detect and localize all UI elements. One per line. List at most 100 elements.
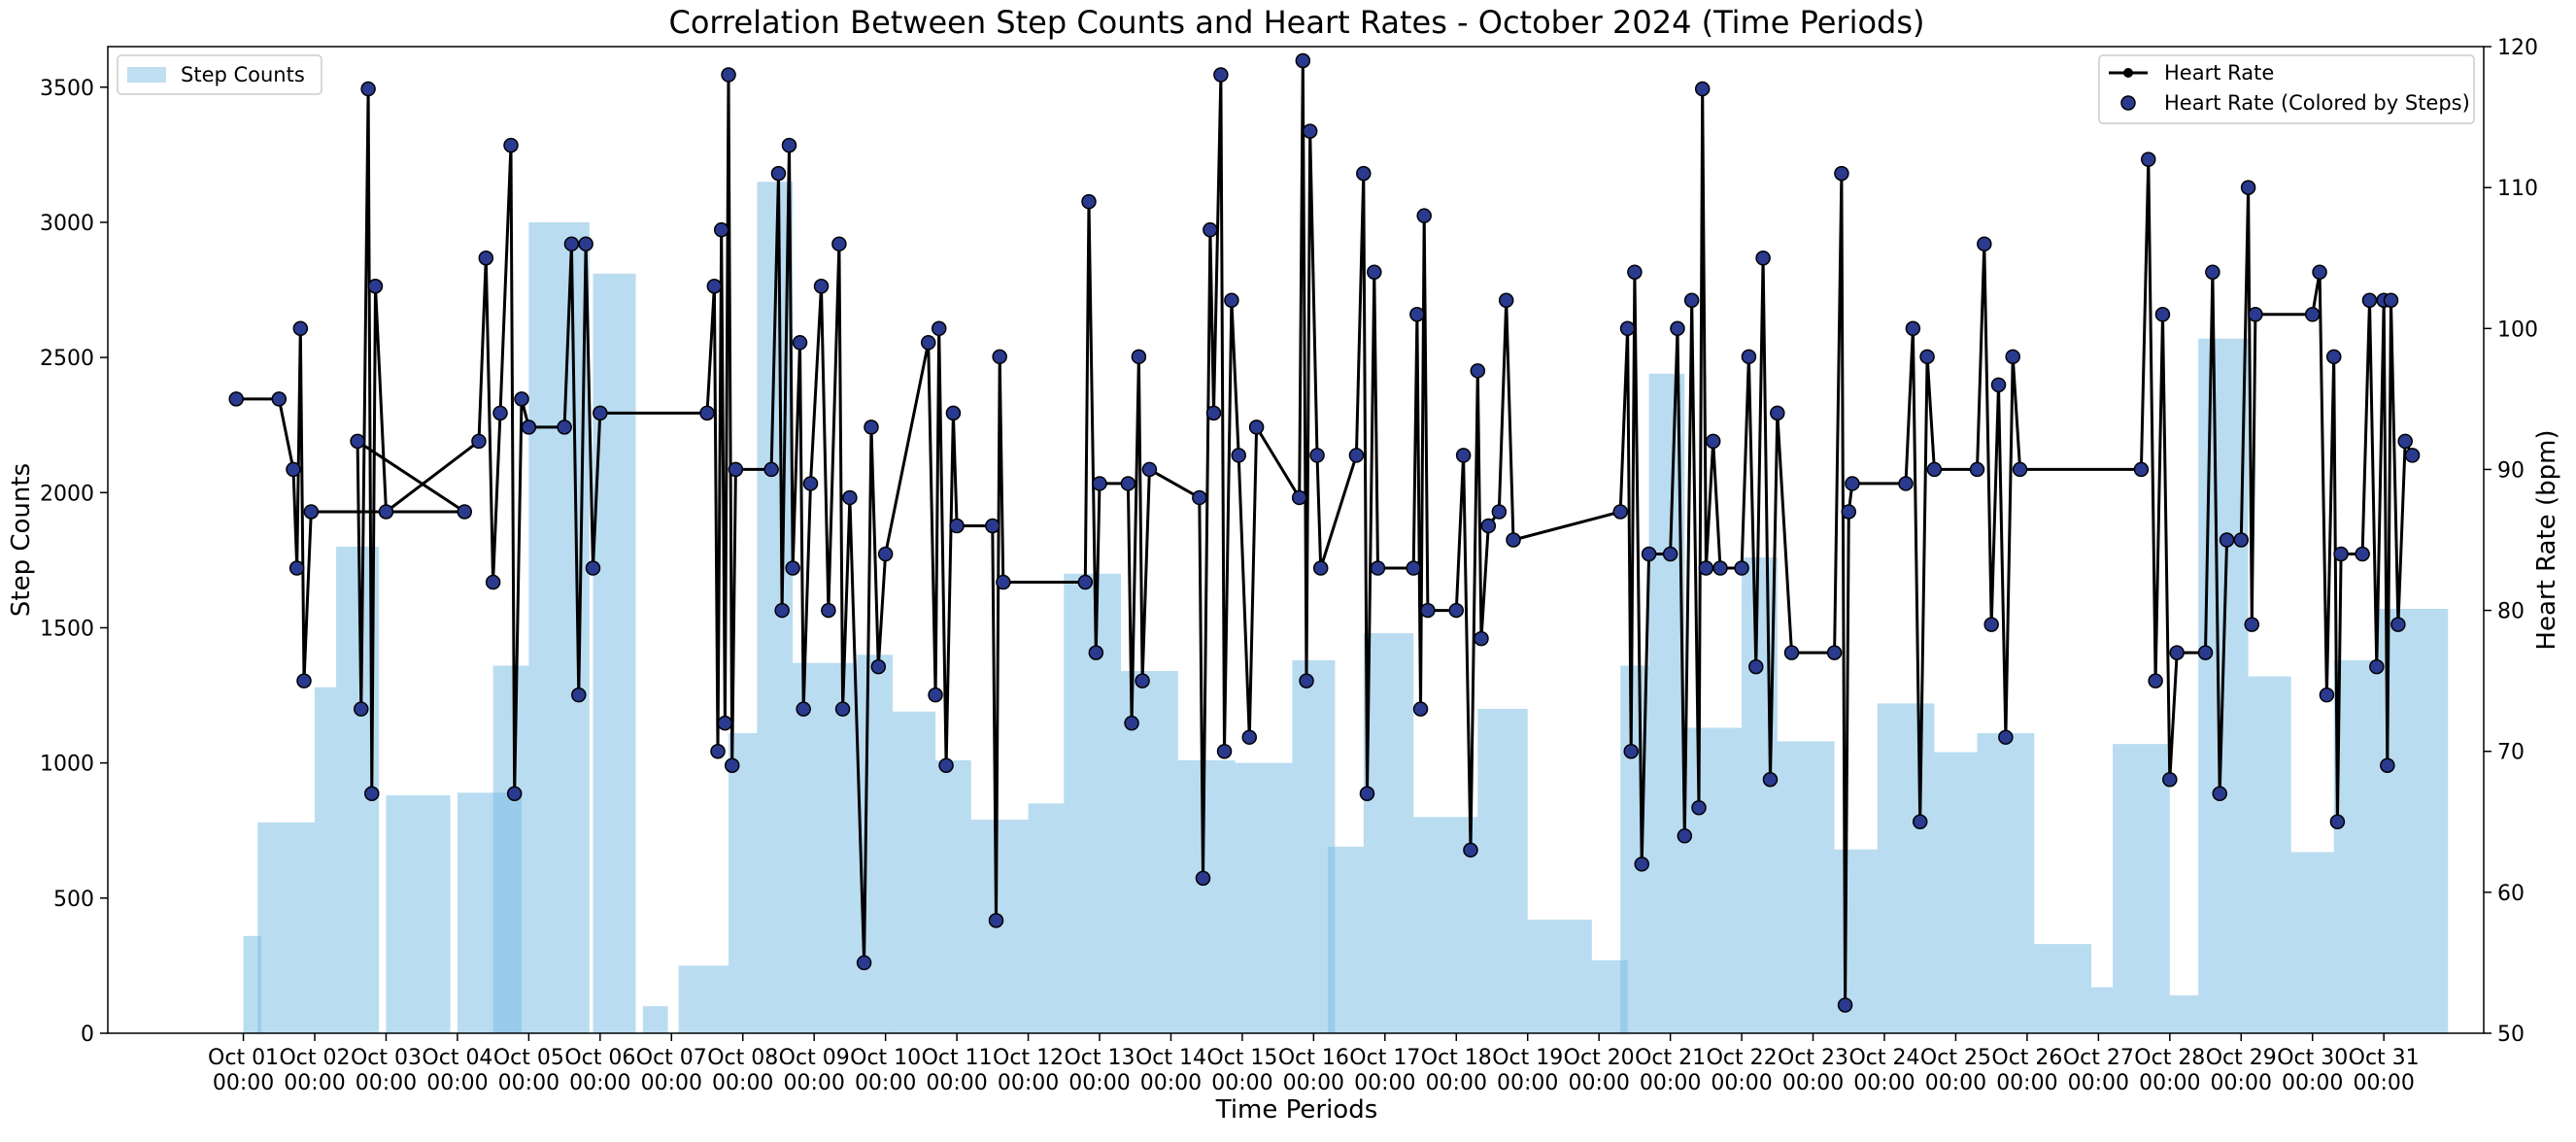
heart-rate-marker xyxy=(1919,349,1935,365)
x-tick-label: Oct 19 00:00 xyxy=(1492,1046,1563,1095)
heart-rate-marker xyxy=(563,236,580,252)
x-tick-label: Oct 29 00:00 xyxy=(2206,1046,2277,1095)
step-bar xyxy=(2169,995,2199,1033)
heart-rate-marker xyxy=(1983,617,1999,632)
x-tick-date: Oct 01 xyxy=(208,1046,279,1070)
heart-rate-marker xyxy=(2312,264,2327,280)
heart-rate-marker xyxy=(2240,180,2256,195)
heart-rate-marker xyxy=(1498,292,1514,309)
x-tick-date: Oct 21 xyxy=(1635,1046,1706,1070)
step-bar xyxy=(1121,671,1178,1033)
x-tick-label: Oct 31 00:00 xyxy=(2349,1046,2420,1095)
heart-rate-marker xyxy=(2212,786,2227,802)
x-tick-date: Oct 15 xyxy=(1206,1046,1277,1070)
step-bar xyxy=(892,711,936,1033)
heart-rate-marker xyxy=(938,757,954,773)
step-bar xyxy=(935,759,971,1033)
legend-step-counts-swatch xyxy=(127,67,166,83)
step-bar xyxy=(857,655,893,1033)
plot-frame xyxy=(107,46,2485,1034)
heart-rate-marker xyxy=(360,81,376,97)
heart-rate-marker xyxy=(1734,560,1749,576)
x-tick-label: Oct 18 00:00 xyxy=(1421,1046,1492,1095)
step-bar xyxy=(678,965,729,1033)
heart-rate-marker xyxy=(1623,743,1639,759)
heart-rate-marker xyxy=(2005,349,2020,365)
x-tick-date: Oct 22 xyxy=(1707,1046,1778,1070)
heart-rate-marker xyxy=(1670,320,1685,337)
y-right-tick-label: 70 xyxy=(2497,741,2525,765)
heart-rate-marker xyxy=(920,335,936,351)
heart-rate-marker xyxy=(1124,715,1139,731)
x-tick-time: 00:00 xyxy=(1068,1071,1130,1095)
step-bar xyxy=(1877,703,1935,1033)
y-right-tick-label: 110 xyxy=(2497,177,2538,201)
x-tick-time: 00:00 xyxy=(926,1071,987,1095)
step-bar xyxy=(1292,659,1336,1033)
x-tick-time: 00:00 xyxy=(2353,1071,2414,1095)
heart-rate-marker xyxy=(2369,658,2385,675)
x-tick-date: Oct 28 xyxy=(2134,1046,2205,1070)
x-tick-label: Oct 14 00:00 xyxy=(1135,1046,1206,1095)
heart-rate-marker xyxy=(2319,687,2335,703)
heart-rate-marker xyxy=(2012,461,2028,478)
x-tick-date: Oct 16 xyxy=(1278,1046,1349,1070)
heart-rate-marker xyxy=(2233,532,2250,548)
x-tick-label: Oct 09 00:00 xyxy=(779,1046,850,1095)
heart-rate-marker xyxy=(296,673,312,689)
heart-rate-marker xyxy=(985,518,1000,534)
x-tick-time: 00:00 xyxy=(1853,1071,1915,1095)
heart-rate-marker xyxy=(2390,617,2406,632)
heart-rate-marker xyxy=(834,701,851,717)
x-tick-date: Oct 18 xyxy=(1421,1046,1492,1070)
x-tick-time: 00:00 xyxy=(356,1071,417,1095)
y-right-tick-label: 120 xyxy=(2497,36,2538,60)
x-tick-label: Oct 17 00:00 xyxy=(1349,1046,1420,1095)
x-tick-time: 00:00 xyxy=(712,1071,773,1095)
heart-rate-marker xyxy=(1694,81,1711,97)
heart-rate-marker xyxy=(1295,52,1311,69)
legend-heart-rate-colored-label: Heart Rate (Colored by Steps) xyxy=(2164,91,2470,115)
heart-rate-marker xyxy=(699,405,715,421)
heart-rate-marker xyxy=(1348,448,1365,463)
x-tick-time: 00:00 xyxy=(1497,1071,1558,1095)
heart-rate-marker xyxy=(2383,292,2399,309)
heart-rate-marker xyxy=(2154,307,2171,322)
heart-rate-marker xyxy=(1309,448,1325,463)
heart-rate-marker xyxy=(2205,264,2220,280)
x-tick-label: Oct 04 00:00 xyxy=(422,1046,492,1095)
heart-rate-marker xyxy=(1834,165,1849,182)
x-tick-date: Oct 29 xyxy=(2206,1046,2277,1070)
heart-rate-marker xyxy=(1506,532,1521,548)
x-tick-time: 00:00 xyxy=(1925,1071,1986,1095)
heart-rate-marker xyxy=(721,67,736,83)
x-tick-label: Oct 16 00:00 xyxy=(1278,1046,1349,1095)
heart-rate-marker xyxy=(1135,673,1150,689)
x-tick-label: Oct 06 00:00 xyxy=(564,1046,635,1095)
heart-rate-marker xyxy=(378,504,394,520)
y-left-tick-label: 0 xyxy=(81,1023,94,1047)
x-tick-time: 00:00 xyxy=(213,1071,274,1095)
heart-rate-marker xyxy=(2333,546,2349,562)
heart-rate-marker xyxy=(1312,560,1329,576)
heart-rate-marker xyxy=(796,701,811,717)
heart-rate-marker xyxy=(2355,546,2370,562)
heart-rate-marker xyxy=(1619,320,1636,337)
heart-rate-marker xyxy=(1748,658,1764,675)
x-tick-time: 00:00 xyxy=(1711,1071,1772,1095)
chart-title: Correlation Between Step Counts and Hear… xyxy=(668,4,1924,41)
heart-rate-marker xyxy=(1826,645,1843,660)
heart-rate-marker xyxy=(471,433,487,450)
x-tick-time: 00:00 xyxy=(498,1071,559,1095)
legend-step-counts-label: Step Counts xyxy=(181,63,305,86)
heart-rate-marker xyxy=(286,461,301,478)
x-tick-time: 00:00 xyxy=(1782,1071,1844,1095)
heart-rate-marker xyxy=(1420,602,1436,619)
x-tick-date: Oct 07 xyxy=(636,1046,707,1070)
y-left-tick-label: 3500 xyxy=(40,77,94,101)
heart-rate-marker xyxy=(350,433,365,450)
x-tick-time: 00:00 xyxy=(2211,1071,2272,1095)
heart-rate-marker xyxy=(485,574,501,590)
heart-rate-marker xyxy=(1705,433,1721,450)
